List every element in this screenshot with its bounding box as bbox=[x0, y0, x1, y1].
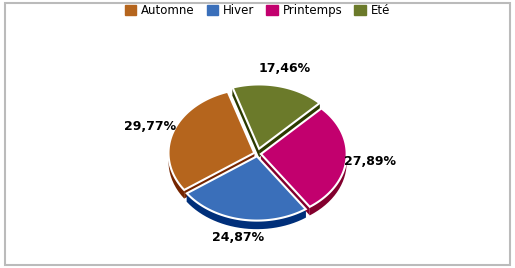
Text: 17,46%: 17,46% bbox=[259, 62, 311, 75]
Polygon shape bbox=[261, 108, 347, 207]
Polygon shape bbox=[261, 154, 310, 215]
Polygon shape bbox=[187, 156, 306, 221]
Polygon shape bbox=[233, 84, 320, 149]
Text: 24,87%: 24,87% bbox=[212, 231, 264, 244]
Polygon shape bbox=[257, 156, 306, 218]
Polygon shape bbox=[184, 153, 254, 199]
Text: 29,77%: 29,77% bbox=[124, 120, 176, 133]
Polygon shape bbox=[310, 108, 347, 215]
Polygon shape bbox=[168, 92, 254, 190]
Polygon shape bbox=[259, 103, 320, 157]
Polygon shape bbox=[168, 92, 228, 199]
Polygon shape bbox=[228, 92, 254, 162]
Polygon shape bbox=[233, 84, 320, 112]
Polygon shape bbox=[261, 108, 321, 163]
Polygon shape bbox=[233, 88, 259, 157]
Legend: Automne, Hiver, Printemps, Eté: Automne, Hiver, Printemps, Eté bbox=[120, 0, 395, 21]
Polygon shape bbox=[187, 193, 306, 229]
Polygon shape bbox=[187, 156, 257, 202]
Text: 27,89%: 27,89% bbox=[344, 155, 396, 168]
